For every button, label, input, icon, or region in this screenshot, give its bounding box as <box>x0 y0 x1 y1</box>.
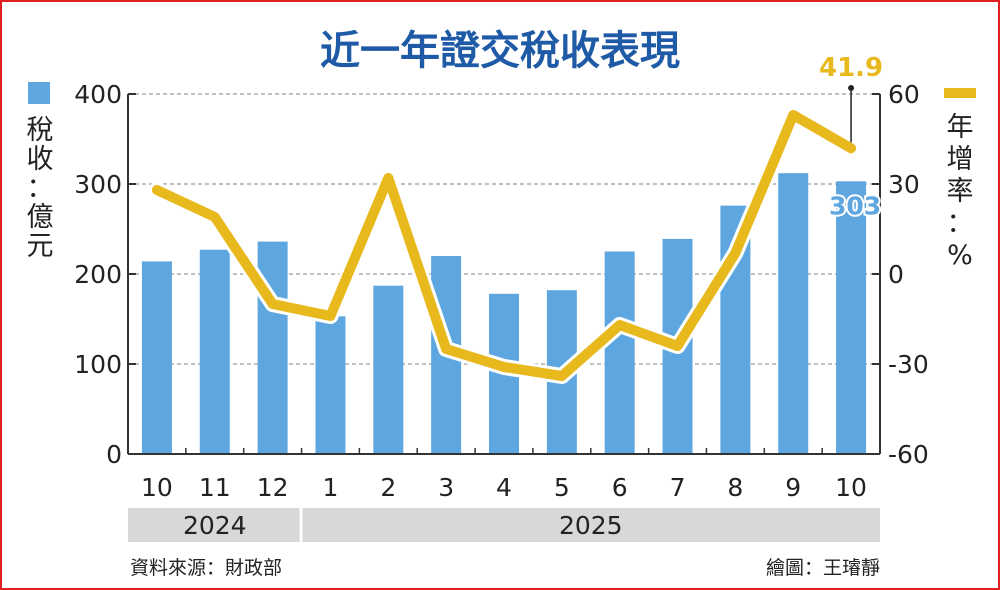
right-axis-label-char: 率 <box>947 176 974 207</box>
right-tick-label: 30 <box>888 170 920 199</box>
annotation-dot <box>848 85 855 91</box>
growth-line <box>151 110 857 381</box>
left-tick-label: 400 <box>74 80 122 109</box>
right-tick-label: -30 <box>888 350 929 379</box>
left-tick-label: 100 <box>74 350 122 379</box>
bar-2 <box>257 241 288 454</box>
bar-12 <box>836 181 867 455</box>
year-label: 2024 <box>183 511 247 540</box>
right-axis-label-char: % <box>947 240 973 271</box>
left-axis-label-char: ： <box>27 173 54 204</box>
year-band-2025 <box>302 508 880 542</box>
x-tick-label: 2 <box>380 473 396 502</box>
x-tick-label: 10 <box>141 473 173 502</box>
x-tick-label: 10 <box>835 473 867 502</box>
year-label: 2025 <box>559 511 623 540</box>
x-tick-label: 7 <box>670 473 686 502</box>
line-legend-swatch <box>944 88 976 98</box>
chart-title: 近一年證交稅收表現 <box>320 28 680 74</box>
x-tick-label: 3 <box>438 473 454 502</box>
bar-11 <box>778 173 809 454</box>
left-tick-label: 200 <box>74 260 122 289</box>
left-tick-label: 0 <box>106 440 122 469</box>
x-tick-label: 4 <box>496 473 512 502</box>
bar-0 <box>141 261 172 454</box>
x-tick-label: 9 <box>785 473 801 502</box>
left-tick-label: 300 <box>74 170 122 199</box>
left-axis-label-char: 稅 <box>27 115 54 146</box>
year-band-2024 <box>128 508 300 542</box>
right-axis-label-char: 增 <box>947 144 974 175</box>
x-tick-label: 11 <box>199 473 231 502</box>
x-tick-label: 5 <box>554 473 570 502</box>
bar-1 <box>199 249 230 454</box>
x-tick-label: 8 <box>727 473 743 502</box>
credit-note: 繪圖：王璿靜 <box>766 557 880 579</box>
right-tick-label: -60 <box>888 440 929 469</box>
line-value-label: 41.9 <box>819 53 883 83</box>
bar-3 <box>315 316 346 454</box>
source-note: 資料來源：財政部 <box>130 557 282 579</box>
bar-value-label: 303 <box>829 191 881 220</box>
right-tick-label: 60 <box>888 80 920 109</box>
right-axis-label-char: ： <box>947 208 974 239</box>
right-tick-label: 0 <box>888 260 904 289</box>
x-tick-label: 12 <box>257 473 289 502</box>
bar-8 <box>604 251 635 454</box>
left-axis-label-char: 收 <box>27 144 54 175</box>
x-tick-label: 6 <box>612 473 628 502</box>
left-axis-label-char: 元 <box>27 231 54 262</box>
x-tick-label: 1 <box>323 473 339 502</box>
left-axis-label-char: 億 <box>27 202 54 233</box>
bar-4 <box>373 285 404 454</box>
bar-legend-swatch <box>28 82 50 104</box>
right-axis-label-char: 年 <box>947 112 974 143</box>
